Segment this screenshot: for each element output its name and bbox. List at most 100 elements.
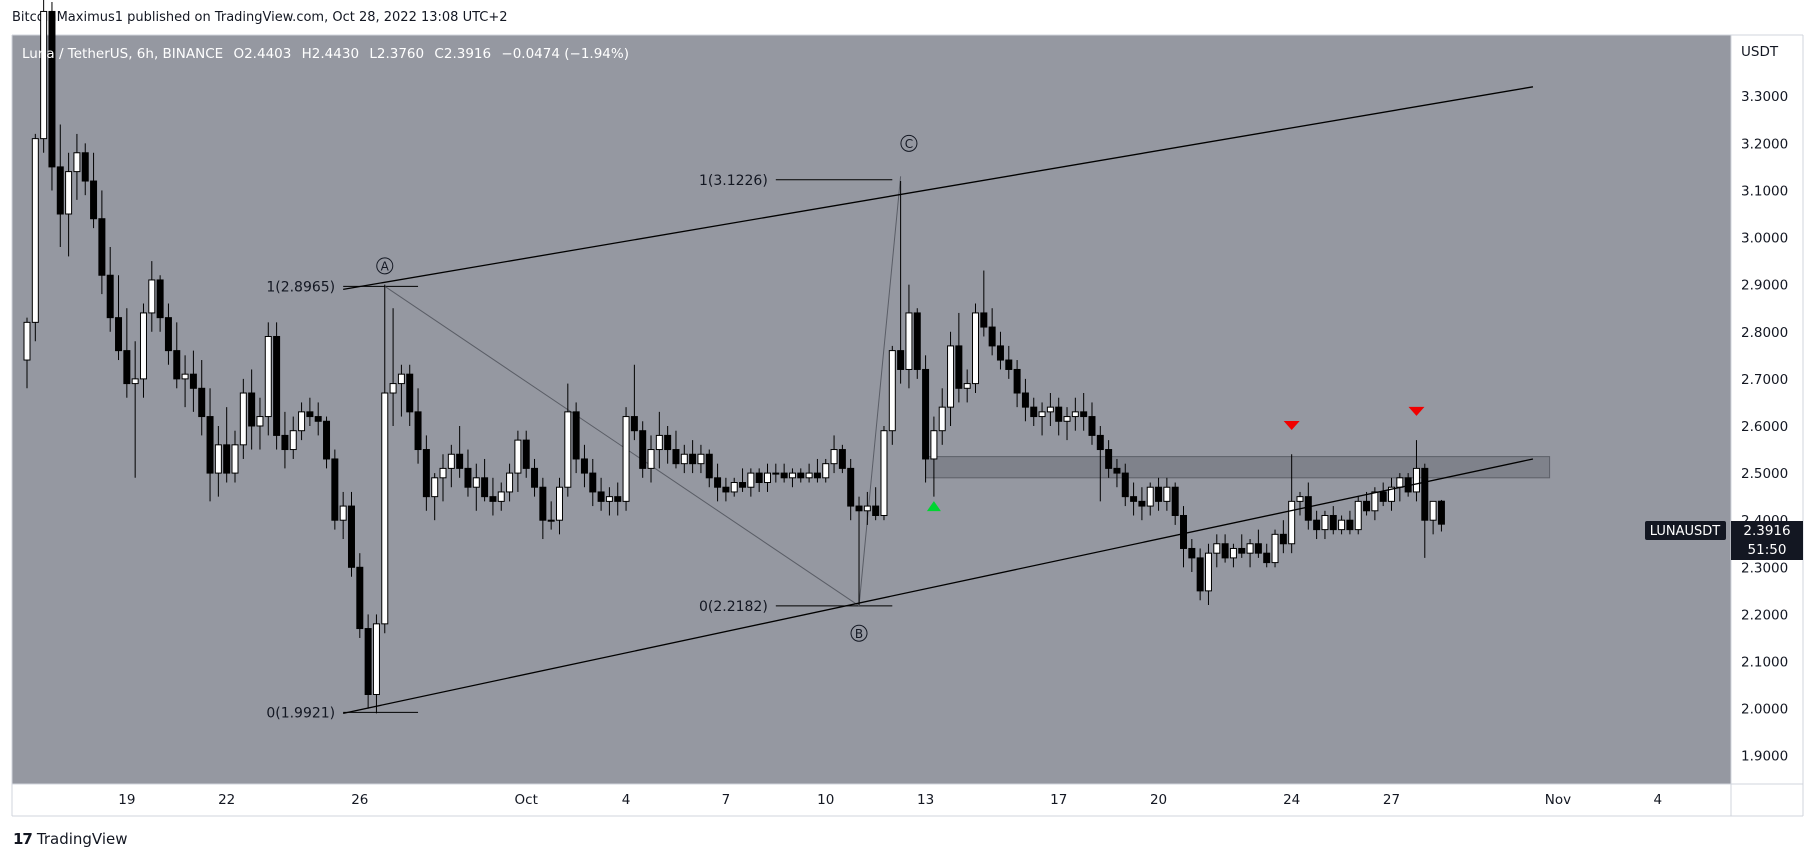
candle-body xyxy=(364,628,372,695)
candle-body xyxy=(730,482,738,493)
candle-body xyxy=(630,416,638,432)
candle-body xyxy=(1180,514,1188,549)
candle-body xyxy=(564,411,572,488)
price-tick-label: 2.7000 xyxy=(1741,372,1788,388)
candle-body xyxy=(1313,519,1321,531)
candle-body xyxy=(739,482,747,488)
time-tick-label: 27 xyxy=(1383,792,1400,808)
candle-body xyxy=(431,477,439,498)
candle-body xyxy=(214,444,222,474)
wave-labels-layer: A B C xyxy=(376,134,918,642)
candle-body xyxy=(639,430,647,469)
plot-background xyxy=(12,35,1731,784)
candle-body xyxy=(406,373,414,413)
candle-body xyxy=(963,383,971,389)
candle-body xyxy=(1204,552,1212,592)
candle-body xyxy=(181,373,189,380)
candle-body xyxy=(264,335,272,418)
time-tick-label: 19 xyxy=(118,792,135,808)
candle-body xyxy=(531,467,539,488)
candle-body xyxy=(1412,467,1420,493)
time-tick-label: 10 xyxy=(817,792,834,808)
candle-body xyxy=(98,218,106,276)
legend-low-value: 2.3760 xyxy=(377,46,424,62)
price-tick-label: 3.0000 xyxy=(1741,231,1788,247)
price-tag-value: 2.3916 xyxy=(1743,523,1790,539)
candle-body xyxy=(872,505,880,516)
candle-body xyxy=(115,317,123,352)
candle-body xyxy=(81,152,89,182)
candle-body xyxy=(139,312,147,380)
footer-brand[interactable]: 17 TradingView xyxy=(13,830,128,848)
time-tick-label: 4 xyxy=(1653,792,1662,808)
candle-body xyxy=(1155,486,1163,502)
current-price-label: LUNAUSDT 2.3916 51:50 xyxy=(1645,521,1803,560)
time-tick-label: 4 xyxy=(622,792,631,808)
candle-body xyxy=(1130,496,1138,502)
candle-body xyxy=(1254,543,1262,554)
candle-body xyxy=(988,326,996,347)
price-tick-label: 2.1000 xyxy=(1741,655,1788,671)
candle-body xyxy=(231,444,239,474)
candle-body xyxy=(314,416,322,422)
wave-label-circle xyxy=(376,257,394,275)
candle-body xyxy=(489,496,497,502)
candle-body xyxy=(797,472,805,479)
candle-body xyxy=(855,505,863,512)
candle-body xyxy=(1304,496,1312,521)
wave-label-circle xyxy=(850,624,868,642)
price-tick-label: 3.3000 xyxy=(1741,89,1788,105)
candle-body xyxy=(1263,552,1271,564)
candle-body xyxy=(323,420,331,460)
wave-label: B xyxy=(855,627,863,641)
wave-label: C xyxy=(905,137,913,151)
legend: Luna / TetherUS, 6h, BINANCE O2.4403 H2.… xyxy=(22,46,629,62)
legend-close-value: 2.3916 xyxy=(444,46,491,62)
footer-brand-text: TradingView xyxy=(36,830,128,848)
price-tick-label: 2.6000 xyxy=(1741,419,1788,435)
candle-body xyxy=(547,519,555,522)
bearish-arrow-icon xyxy=(1408,406,1425,416)
candle-body xyxy=(672,449,680,465)
candle-body xyxy=(472,477,480,488)
candle-body xyxy=(1371,491,1379,512)
candle-body xyxy=(838,449,846,469)
candle-body xyxy=(273,335,281,436)
candle-body xyxy=(714,477,722,488)
publisher-header: BitcoinMaximus1 published on TradingView… xyxy=(12,10,508,25)
candle-body xyxy=(123,350,131,385)
bearish-arrow-icon xyxy=(1283,420,1300,430)
price-tag-countdown: 51:50 xyxy=(1748,542,1787,558)
candle-body xyxy=(1363,500,1371,512)
candle-body xyxy=(23,321,31,361)
candle-body xyxy=(1246,543,1254,554)
candle-body xyxy=(189,373,197,389)
price-tick-label: 2.9000 xyxy=(1741,278,1788,294)
bullish-arrow-icon xyxy=(926,501,941,512)
candle-body xyxy=(589,472,597,493)
candle-body xyxy=(206,416,214,474)
candle-body xyxy=(1030,406,1038,418)
candle-body xyxy=(847,467,855,507)
candle-body xyxy=(514,439,522,474)
candle-body xyxy=(605,496,613,502)
wave-line xyxy=(858,176,902,606)
candle-body xyxy=(772,472,780,475)
candle-body xyxy=(1046,406,1054,413)
fib-levels-layer: 1(2.8965) 0(1.9921) 1(3.1226) 0(2.2182) xyxy=(266,173,893,721)
price-tick-label: 3.2000 xyxy=(1741,136,1788,152)
candle-body xyxy=(1379,491,1387,502)
candle-body xyxy=(747,472,755,488)
price-tick-label: 2.0000 xyxy=(1741,702,1788,718)
candle-body xyxy=(248,392,256,427)
candle-body xyxy=(1429,500,1437,521)
candle-body xyxy=(306,411,314,418)
legend-low-label: L xyxy=(369,46,377,62)
candle-body xyxy=(90,180,98,220)
trendline xyxy=(343,86,1534,291)
price-tick-label: 2.5000 xyxy=(1741,466,1788,482)
candle-body xyxy=(281,434,289,451)
price-tick-label: 2.2000 xyxy=(1741,607,1788,623)
candle-body xyxy=(439,467,447,479)
